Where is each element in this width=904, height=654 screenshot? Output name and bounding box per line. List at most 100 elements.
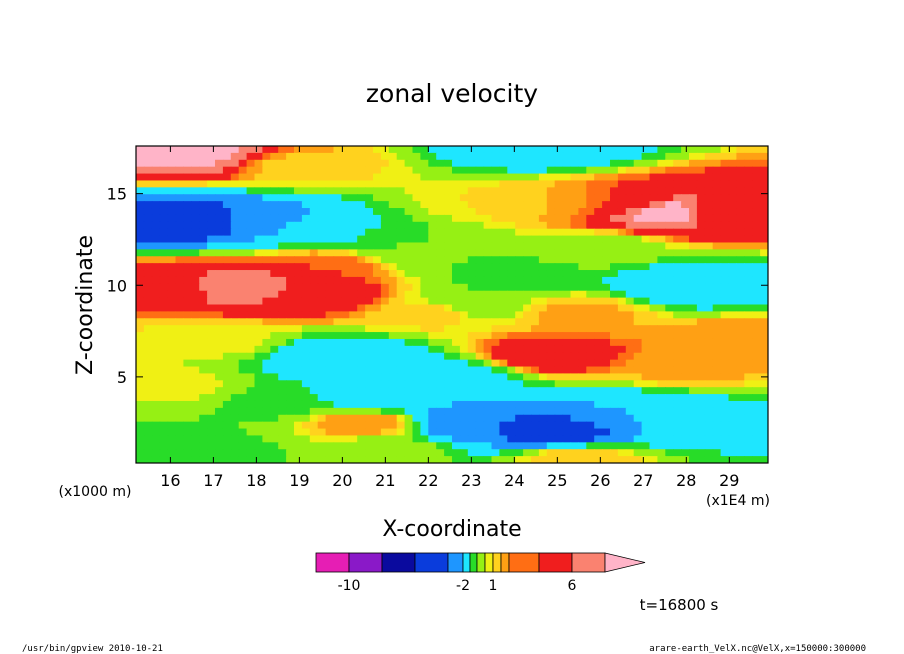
field-cell (562, 449, 572, 457)
field-cell (301, 332, 311, 340)
field-cell (602, 276, 611, 285)
field-cell (467, 152, 477, 161)
field-cell (191, 221, 200, 230)
field-cell (388, 180, 398, 188)
field-cell (230, 435, 240, 443)
field-cell (357, 297, 366, 306)
field-cell (167, 256, 177, 264)
field-cell (641, 325, 651, 333)
field-cell (570, 166, 579, 175)
field-cell (467, 456, 477, 463)
field-cell (151, 421, 161, 430)
field-cell (333, 428, 342, 437)
field-cell (341, 373, 350, 381)
field-cell (183, 304, 192, 312)
field-cell (452, 345, 461, 354)
field-cell (617, 159, 627, 168)
field-cell (349, 297, 358, 306)
field-cell (175, 318, 184, 326)
field-cell (301, 373, 311, 381)
field-cell (333, 270, 342, 278)
field-cell (230, 159, 240, 168)
field-cell (594, 159, 603, 168)
field-cell (641, 166, 651, 175)
field-cell (262, 256, 271, 264)
field-cell (689, 338, 698, 347)
field-cell (633, 359, 643, 368)
field-cell (673, 208, 682, 216)
field-cell (602, 187, 611, 195)
field-cell (610, 359, 619, 368)
field-cell (270, 449, 279, 457)
field-cell (586, 221, 595, 230)
field-cell (136, 283, 145, 292)
chart-title: zonal velocity (366, 79, 538, 108)
field-cell (586, 270, 595, 278)
field-cell (183, 249, 192, 257)
field-cell (736, 146, 745, 154)
field-cell (412, 283, 421, 292)
field-cell (507, 166, 516, 175)
field-cell (357, 435, 366, 443)
field-cell (570, 311, 579, 319)
field-cell (665, 311, 674, 319)
field-cell (246, 214, 256, 223)
field-cell (452, 428, 461, 437)
field-cell (230, 359, 240, 368)
field-cell (373, 228, 382, 237)
field-cell (341, 297, 350, 306)
field-cell (191, 201, 200, 209)
field-cell (570, 276, 579, 285)
field-cell (396, 325, 406, 333)
field-cell (499, 394, 508, 402)
field-cell (230, 332, 240, 340)
field-cell (404, 256, 414, 264)
field-cell (752, 442, 761, 450)
field-cell (294, 407, 303, 416)
field-cell (712, 187, 722, 195)
field-cell (309, 456, 319, 463)
field-cell (420, 449, 429, 457)
field-cell (444, 180, 453, 188)
field-cell (183, 221, 192, 230)
field-cell (728, 297, 737, 306)
field-cell (238, 249, 248, 257)
field-cell (657, 414, 666, 423)
field-cell (412, 256, 421, 264)
field-cell (317, 338, 327, 347)
field-cell (760, 387, 768, 395)
field-cell (641, 159, 651, 168)
field-cell (412, 304, 421, 312)
field-cell (349, 242, 358, 250)
field-cell (309, 352, 319, 361)
field-cell (230, 214, 240, 223)
field-cell (720, 242, 730, 250)
field-cell (744, 428, 753, 437)
field-cell (704, 400, 714, 409)
field-cell (625, 456, 635, 463)
field-cell (191, 208, 200, 216)
field-cell (167, 428, 177, 437)
field-cell (151, 152, 161, 161)
field-cell (515, 166, 524, 175)
field-cell (728, 338, 737, 347)
field-cell (681, 228, 690, 237)
field-cell (538, 366, 548, 375)
field-cell (207, 187, 216, 195)
field-cell (159, 159, 169, 168)
field-cell (649, 338, 658, 347)
field-cell (380, 270, 390, 278)
field-cell (704, 249, 714, 257)
field-cell (357, 442, 366, 450)
field-cell (412, 359, 421, 368)
field-cell (475, 449, 485, 457)
field-cell (483, 387, 493, 395)
colorbar-segment (315, 552, 350, 573)
field-cell (452, 387, 461, 395)
field-cell (365, 228, 374, 237)
field-cell (270, 276, 279, 285)
field-cell (499, 208, 508, 216)
field-cell (586, 242, 595, 250)
field-cell (436, 338, 445, 347)
field-cell (452, 166, 461, 175)
